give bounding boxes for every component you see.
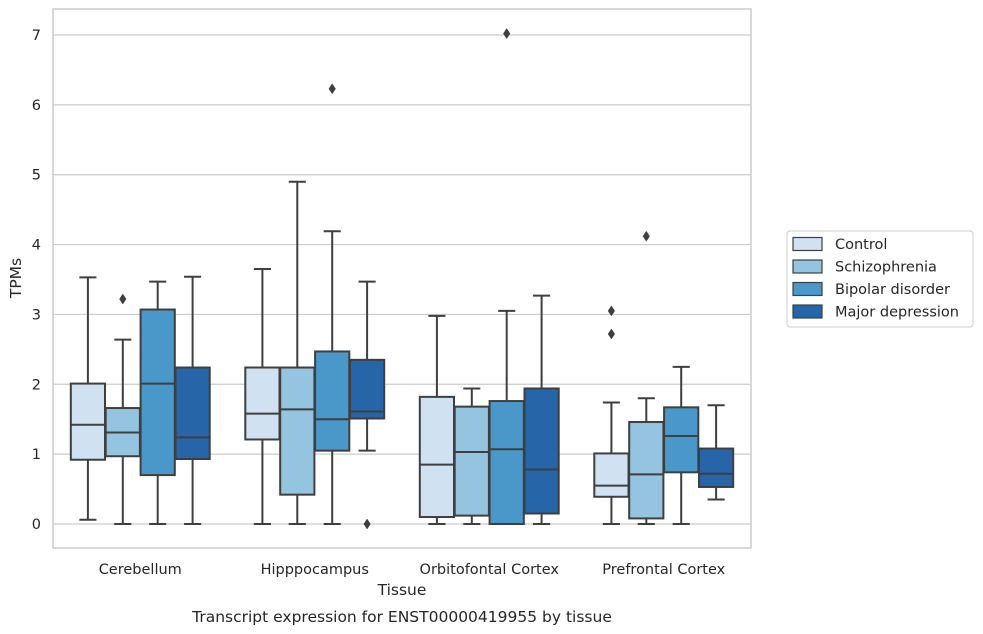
box-bipolar-disorder bbox=[663, 365, 700, 525]
iqr-box bbox=[593, 452, 630, 498]
chart-caption: Transcript expression for ENST0000041995… bbox=[191, 608, 612, 626]
box-schizophrenia bbox=[453, 387, 490, 525]
outlier-point bbox=[363, 518, 371, 530]
legend-label: Bipolar disorder bbox=[835, 282, 950, 298]
iqr-box bbox=[279, 366, 316, 496]
iqr-box bbox=[628, 421, 665, 520]
y-tick-label: 6 bbox=[32, 98, 41, 114]
iqr-box bbox=[244, 366, 281, 441]
x-tick-label: Orbitofontal Cortex bbox=[420, 562, 560, 578]
outlier-point bbox=[607, 305, 615, 317]
x-axis-label: Tissue bbox=[377, 581, 427, 599]
y-tick-label: 1 bbox=[32, 447, 41, 463]
outlier-point bbox=[328, 83, 336, 95]
box-control bbox=[593, 305, 630, 525]
iqr-box bbox=[488, 400, 525, 525]
y-tick-label: 2 bbox=[32, 377, 41, 393]
box-schizophrenia bbox=[628, 230, 665, 525]
box-control bbox=[244, 268, 281, 525]
box-bipolar-disorder bbox=[314, 83, 351, 525]
iqr-box bbox=[69, 382, 107, 461]
y-tick-label: 7 bbox=[32, 28, 41, 44]
box-bipolar-disorder bbox=[139, 280, 176, 525]
iqr-box bbox=[697, 447, 735, 488]
iqr-box bbox=[174, 366, 211, 461]
outlier-point bbox=[607, 328, 615, 340]
plot-frame bbox=[52, 8, 752, 549]
legend-swatch bbox=[792, 236, 823, 252]
iqr-box bbox=[523, 387, 560, 515]
iqr-box bbox=[348, 358, 386, 420]
outlier-point bbox=[642, 230, 650, 242]
x-tick-label: Prefrontal Cortex bbox=[602, 562, 725, 578]
legend-label: Control bbox=[835, 237, 887, 253]
outlier-point bbox=[503, 28, 511, 40]
y-tick-label: 3 bbox=[32, 307, 41, 323]
x-axis-ticks: Cerebellum Hipppocampus Orbitofontal Corte… bbox=[99, 562, 726, 578]
box-control bbox=[69, 276, 107, 521]
x-tick-label: Hipppocampus bbox=[261, 562, 369, 578]
box-major-depression bbox=[348, 280, 386, 530]
legend-swatch bbox=[792, 304, 823, 319]
box-control bbox=[418, 314, 456, 525]
box-schizophrenia bbox=[104, 293, 141, 525]
iqr-box bbox=[663, 406, 700, 474]
y-tick-label: 4 bbox=[32, 238, 41, 254]
legend-swatch bbox=[792, 259, 823, 274]
legend-swatch bbox=[792, 281, 823, 297]
iqr-box bbox=[139, 308, 176, 477]
box-major-depression bbox=[523, 294, 560, 525]
legend: Control Schizophrenia Bipolar disorder Majo… bbox=[786, 230, 974, 328]
outlier-point bbox=[119, 293, 127, 305]
box-major-depression bbox=[697, 404, 735, 501]
y-tick-label: 5 bbox=[32, 168, 41, 184]
box-bipolar-disorder bbox=[488, 28, 525, 525]
y-axis-ticks: 0 1 2 3 4 5 6 7 bbox=[32, 28, 41, 533]
y-tick-label: 0 bbox=[32, 517, 41, 533]
box-major-depression bbox=[174, 275, 211, 525]
legend-label: Major depression bbox=[835, 305, 959, 321]
box-plot-series bbox=[69, 28, 735, 530]
legend-frame bbox=[786, 230, 974, 328]
iqr-box bbox=[418, 395, 456, 519]
iqr-box bbox=[314, 350, 351, 452]
y-axis-label: TPMs bbox=[7, 258, 25, 299]
legend-label: Schizophrenia bbox=[835, 260, 937, 276]
iqr-box bbox=[453, 405, 490, 517]
x-tick-label: Cerebellum bbox=[99, 562, 182, 578]
box-schizophrenia bbox=[279, 180, 316, 525]
